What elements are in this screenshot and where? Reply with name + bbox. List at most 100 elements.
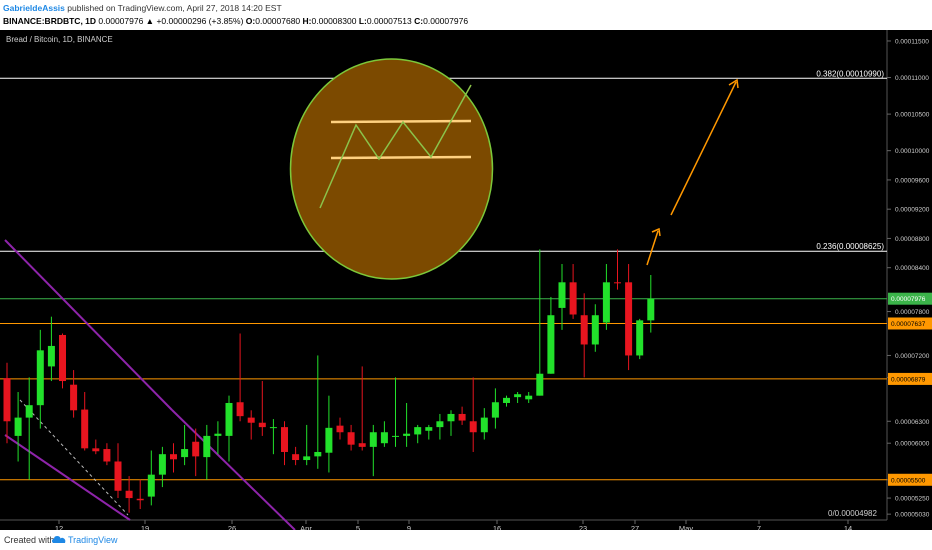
candle-body-down bbox=[59, 334, 66, 382]
descending-channel bbox=[4, 239, 296, 531]
time-tick-label: 27 bbox=[631, 524, 639, 530]
candle-body-down bbox=[70, 384, 78, 411]
candle-body-down bbox=[458, 413, 466, 421]
time-tick-label: 26 bbox=[228, 524, 236, 530]
candle-body-up bbox=[325, 427, 333, 453]
chart-header: GabrieldeAssis published on TradingView.… bbox=[0, 0, 932, 30]
price-tick-label: 0.00007800 bbox=[895, 309, 930, 316]
price-badge-label: 0.00005500 bbox=[891, 477, 926, 484]
time-axis[interactable]: 12 19 26 Apr 5 9 16 23 27 May 7 14 bbox=[55, 520, 852, 533]
candle-body-down bbox=[569, 282, 577, 315]
symbol-label: BINANCE:BRDBTC, 1D bbox=[3, 16, 97, 26]
candle-body-up bbox=[514, 394, 522, 398]
close-label: C: bbox=[414, 16, 424, 26]
candle-body-up bbox=[158, 454, 166, 475]
fib-level-label: 0.236(0.00008625) bbox=[816, 242, 884, 251]
candle-body-down bbox=[281, 427, 288, 452]
price-tick-label: 0.00010000 bbox=[895, 148, 930, 155]
created-with-text: Created with bbox=[4, 535, 55, 545]
candle-body-down bbox=[236, 402, 244, 417]
fib-level-label: 0.382(0.00010990) bbox=[816, 69, 884, 78]
price-axis[interactable]: 0.00011500 0.00011000 0.00010500 0.00010000… bbox=[887, 38, 930, 519]
tradingview-link[interactable]: TradingView bbox=[68, 535, 118, 545]
time-tick-label: 7 bbox=[757, 524, 761, 530]
high-label: H: bbox=[302, 16, 312, 26]
candle-body-up bbox=[25, 405, 33, 418]
candle-body-up bbox=[181, 449, 189, 458]
price-tick-label: 0.00005030 bbox=[895, 512, 930, 519]
candle-body-up bbox=[558, 282, 566, 308]
candle-body-down bbox=[136, 498, 144, 501]
time-tick-label: 14 bbox=[844, 524, 852, 530]
ohlc-legend: BINANCE:BRDBTC, 1D 0.00007976 ▲ +0.00000… bbox=[3, 16, 468, 26]
candle-body-up bbox=[369, 432, 377, 447]
publish-text: published on TradingView.com, April 27, … bbox=[67, 3, 282, 13]
illustration-circle bbox=[289, 58, 494, 280]
candle-body-up bbox=[203, 435, 211, 458]
price-badge-label: 0.00007976 bbox=[891, 296, 926, 303]
candle-body-up bbox=[436, 421, 444, 428]
candle-body-down bbox=[170, 454, 177, 460]
price-change: 0.00007976 ▲ +0.00000296 (+3.85%) bbox=[98, 16, 244, 26]
candle-body-up bbox=[591, 315, 599, 345]
candle-body-up bbox=[269, 427, 277, 429]
short-arrow-shaft bbox=[646, 230, 659, 266]
price-tick-label: 0.00008800 bbox=[895, 236, 930, 243]
price-badge-label: 0.00006879 bbox=[891, 376, 926, 383]
candlestick-chart[interactable]: Bread / Bitcoin, 1D, BINANCE 0.000115000… bbox=[0, 30, 932, 533]
candle-body-up bbox=[225, 402, 233, 436]
channel-upper-line-extension bbox=[171, 409, 296, 531]
candle-body-down bbox=[81, 409, 89, 449]
candle-body-down bbox=[625, 282, 633, 356]
price-tick-label: 0.00011000 bbox=[895, 75, 929, 82]
candle-body-up bbox=[480, 417, 488, 433]
chart-area[interactable]: Bread / Bitcoin, 1D, BINANCE 0.00011500 0… bbox=[0, 30, 932, 533]
channel-midline bbox=[19, 399, 129, 516]
price-badge-label: 0.00007637 bbox=[891, 321, 926, 328]
flag-price-path bbox=[319, 84, 472, 209]
open-label: O: bbox=[245, 16, 256, 26]
time-tick-label: May bbox=[679, 524, 693, 530]
price-tick-label: 0.00005250 bbox=[895, 496, 930, 503]
low-value: 0.00007513 bbox=[366, 16, 412, 26]
candle-body-up bbox=[536, 373, 544, 396]
time-tick-label: 19 bbox=[141, 524, 149, 530]
candle-body-down bbox=[103, 449, 111, 462]
high-value: 0.00008300 bbox=[311, 16, 357, 26]
price-badge bbox=[888, 473, 932, 486]
price-tick-label: 0.00009600 bbox=[895, 177, 930, 184]
time-tick-label: 23 bbox=[579, 524, 587, 530]
bottom-level-label: 0/0.00004982 bbox=[828, 509, 877, 518]
low-label: L: bbox=[358, 16, 367, 26]
price-tick-label: 0.00008400 bbox=[895, 265, 930, 272]
candle-body-up bbox=[525, 395, 533, 400]
candle-body-up bbox=[503, 397, 510, 403]
flag-upper-line bbox=[330, 119, 472, 124]
candle-body-down bbox=[469, 421, 477, 433]
time-tick-label: Apr bbox=[300, 524, 312, 530]
time-tick-label: 9 bbox=[407, 524, 411, 530]
author-link[interactable]: GabrieldeAssis bbox=[3, 3, 65, 13]
candle-body-up bbox=[147, 474, 155, 497]
candle-body-down bbox=[292, 454, 300, 461]
candle-body-down bbox=[614, 282, 621, 284]
candle-body-down bbox=[3, 378, 11, 422]
candle-body-down bbox=[114, 461, 122, 491]
channel-upper-line bbox=[4, 239, 173, 411]
candle-body-down bbox=[92, 448, 100, 452]
candle-body-up bbox=[214, 433, 222, 436]
candle-body-down bbox=[358, 443, 366, 447]
candle-body-down bbox=[336, 425, 344, 433]
price-tick-label: 0.00006300 bbox=[895, 419, 930, 426]
flag-lower-line bbox=[330, 155, 472, 160]
price-badge bbox=[888, 292, 932, 305]
candle-body-up bbox=[647, 298, 655, 321]
short-arrow-head bbox=[651, 227, 661, 237]
price-tick-label: 0.00009200 bbox=[895, 207, 930, 214]
candle-body-up bbox=[14, 417, 22, 436]
candle-body-up bbox=[403, 433, 411, 436]
long-arrow-head bbox=[728, 78, 739, 89]
price-tick-label: 0.00007200 bbox=[895, 353, 930, 360]
candle-body-up bbox=[447, 413, 455, 422]
candle-body-up bbox=[602, 282, 610, 323]
